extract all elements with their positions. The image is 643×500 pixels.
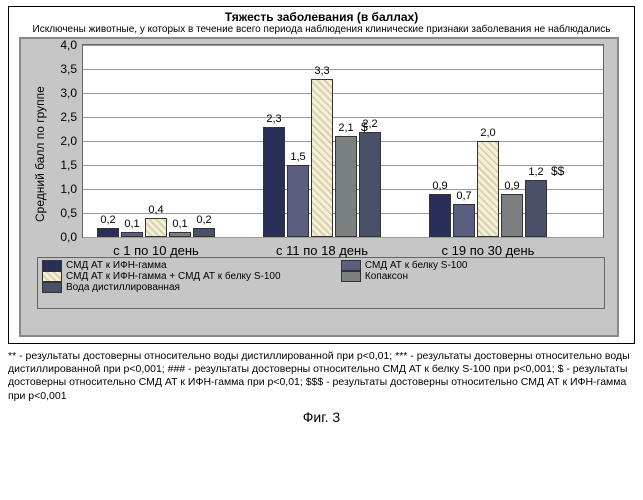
legend-label: Вода дистиллированная xyxy=(66,282,180,293)
legend-row: Вода дистиллированная xyxy=(42,282,600,293)
bar xyxy=(97,228,119,238)
y-tick-label: 1,5 xyxy=(60,158,77,172)
figure-frame: Тяжесть заболевания (в баллах) Исключены… xyxy=(8,6,635,344)
legend-item: СМД АТ к ИФН-гамма + СМД АТ к белку S-10… xyxy=(42,271,341,282)
legend-row: СМД АТ к ИФН-гамма + СМД АТ к белку S-10… xyxy=(42,271,600,282)
bar-value-label: 0,2 xyxy=(100,214,115,226)
legend-swatch xyxy=(42,282,62,293)
y-tick-label: 0,0 xyxy=(60,230,77,244)
legend-label: Копаксон xyxy=(365,271,408,282)
y-tick-label: 3,5 xyxy=(60,62,77,76)
x-category-label: с 19 по 30 день xyxy=(442,243,535,258)
y-tick-label: 3,0 xyxy=(60,86,77,100)
legend-label: СМД АТ к ИФН-гамма + СМД АТ к белку S-10… xyxy=(66,271,281,282)
chart-title-area: Тяжесть заболевания (в баллах) Исключены… xyxy=(15,11,628,35)
legend-label: СМД АТ к ИФН-гамма xyxy=(66,260,167,271)
bar-value-label: 0,2 xyxy=(196,214,211,226)
bar-value-label: 0,1 xyxy=(172,218,187,230)
bar-value-label: 0,9 xyxy=(432,180,447,192)
y-axis-title: Средний балл по группе xyxy=(33,86,47,222)
chart-subtitle: Исключены животные, у которых в течение … xyxy=(15,24,628,35)
legend-swatch xyxy=(341,271,361,282)
chart-title: Тяжесть заболевания (в баллах) xyxy=(15,11,628,24)
y-tick-label: 2,0 xyxy=(60,134,77,148)
gridline xyxy=(83,237,603,238)
legend-item: СМД АТ к ИФН-гамма xyxy=(42,260,341,271)
y-axis: 0,00,51,01,52,02,53,03,54,0 xyxy=(21,45,77,237)
chart-box: 0,20,10,40,10,22,31,53,32,1$2,20,90,72,0… xyxy=(19,37,619,337)
bar-value-label: 2,3 xyxy=(266,113,281,125)
legend-swatch xyxy=(42,271,62,282)
bar xyxy=(359,132,381,238)
bar xyxy=(429,194,451,237)
x-category-label: с 11 по 18 день xyxy=(276,243,368,258)
gridline xyxy=(83,45,603,46)
bar xyxy=(121,232,143,237)
legend-item: СМД АТ к белку S-100 xyxy=(341,260,600,271)
bar-value-label: 2,1 xyxy=(338,122,353,134)
legend-item: Вода дистиллированная xyxy=(42,282,342,293)
bar xyxy=(287,165,309,237)
bar xyxy=(453,204,475,238)
bar xyxy=(263,127,285,237)
bar-value-label: 3,3 xyxy=(314,65,329,77)
bar xyxy=(311,79,333,237)
bar xyxy=(525,180,547,238)
x-category-label: с 1 по 10 день xyxy=(113,243,199,258)
legend-swatch xyxy=(341,260,361,271)
bar-value-label: 1,5 xyxy=(290,151,305,163)
legend: СМД АТ к ИФН-гаммаСМД АТ к белку S-100СМ… xyxy=(37,257,605,309)
bar xyxy=(145,218,167,237)
figure-caption: Фиг. 3 xyxy=(8,409,635,425)
y-tick-label: 0,5 xyxy=(60,206,77,220)
y-tick-label: 2,5 xyxy=(60,110,77,124)
legend-item: Копаксон xyxy=(341,271,600,282)
plot-area: 0,20,10,40,10,22,31,53,32,1$2,20,90,72,0… xyxy=(83,45,603,237)
y-tick-label: 4,0 xyxy=(60,38,77,52)
legend-swatch xyxy=(42,260,62,271)
bar xyxy=(193,228,215,238)
legend-row: СМД АТ к ИФН-гамма СМД АТ к белку S-100 xyxy=(42,260,600,271)
bar-value-label: 0,7 xyxy=(456,190,471,202)
bar xyxy=(501,194,523,237)
legend-label: СМД АТ к белку S-100 xyxy=(365,260,468,271)
bar-value-label: 0,4 xyxy=(148,204,163,216)
gridline xyxy=(83,117,603,118)
significance-notes: ** - результаты достоверны относительно … xyxy=(8,350,635,403)
gridline xyxy=(83,93,603,94)
y-tick-label: 1,0 xyxy=(60,182,77,196)
bar-value-label: 2,2 xyxy=(362,118,377,130)
gridline xyxy=(83,69,603,70)
bar-value-label: 0,1 xyxy=(124,218,139,230)
bar-value-label: 1,2 xyxy=(528,166,543,178)
significance-marker: $$ xyxy=(551,164,564,178)
bar xyxy=(335,136,357,237)
bar-value-label: 0,9 xyxy=(504,180,519,192)
bar xyxy=(477,141,499,237)
bar xyxy=(169,232,191,237)
bar-value-label: 2,0 xyxy=(480,127,495,139)
